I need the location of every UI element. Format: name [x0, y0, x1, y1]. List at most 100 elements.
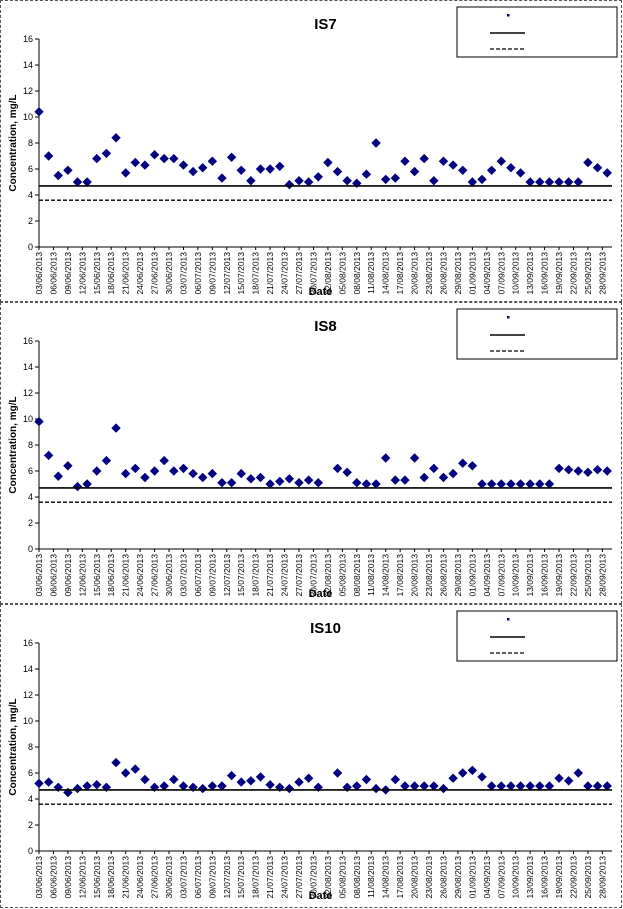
y-tick-label: 14	[23, 362, 33, 372]
x-tick-label: 23/08/2013	[424, 252, 434, 295]
data-point	[120, 468, 131, 479]
x-tick-label: 20/08/2013	[410, 554, 420, 597]
x-tick-label: 10/09/2013	[511, 554, 521, 597]
data-point	[458, 165, 468, 176]
x-tick-label: 24/07/2013	[280, 554, 290, 597]
legend-marker-swatch	[507, 316, 510, 319]
data-point	[429, 175, 439, 186]
x-tick-label: 27/07/2013	[294, 856, 304, 899]
x-tick-label: 21/07/2013	[265, 554, 275, 597]
data-point	[352, 781, 362, 791]
data-point	[371, 783, 381, 794]
data-point	[371, 138, 381, 148]
data-point	[82, 479, 92, 489]
y-tick-label: 4	[28, 492, 33, 502]
data-point	[477, 479, 487, 489]
x-tick-label: 27/07/2013	[294, 252, 304, 295]
x-tick-label: 03/06/2013	[34, 554, 44, 597]
data-point	[563, 464, 574, 475]
data-point	[342, 175, 352, 186]
data-point	[198, 162, 208, 173]
y-tick-label: 16	[23, 34, 33, 44]
y-tick-label: 8	[28, 742, 33, 752]
legend-box	[456, 308, 618, 360]
data-point	[255, 772, 266, 782]
x-tick-label: 20/08/2013	[410, 252, 420, 295]
x-tick-label: 27/06/2013	[150, 554, 160, 597]
y-tick-label: 16	[23, 336, 33, 346]
x-tick-label: 09/06/2013	[63, 856, 73, 899]
y-tick-label: 16	[23, 638, 33, 648]
data-point	[207, 156, 218, 166]
data-point	[140, 472, 150, 483]
x-tick-label: 03/06/2013	[34, 252, 44, 295]
data-point	[169, 466, 179, 476]
data-point	[255, 472, 266, 483]
data-point	[592, 781, 603, 791]
legend-marker-swatch	[507, 14, 510, 17]
data-point	[111, 133, 121, 143]
x-tick-label: 15/07/2013	[236, 856, 246, 899]
x-tick-label: 30/06/2013	[164, 252, 174, 295]
x-tick-label: 04/09/2013	[482, 554, 492, 597]
chart-panel-is7: IS7 Concentration, mg/L 0 2 4 6 8 10 12 14 16 03/06…	[0, 0, 622, 302]
data-point	[342, 467, 352, 478]
data-point	[169, 153, 179, 164]
data-point	[573, 466, 584, 476]
x-tick-label: 02/08/2013	[323, 252, 333, 295]
chart-is7: IS7 Concentration, mg/L 0 2 4 6 8 10 12 14 16 03/06…	[8, 6, 618, 298]
data-point	[130, 764, 141, 774]
data-point	[583, 157, 593, 168]
data-point	[563, 776, 574, 786]
data-point	[63, 461, 73, 471]
y-tick-label: 6	[28, 164, 33, 174]
data-point	[419, 781, 429, 791]
x-tick-label: 06/07/2013	[193, 856, 203, 899]
y-tick-label: 12	[23, 388, 33, 398]
data-point	[535, 781, 545, 791]
data-point	[188, 166, 198, 177]
data-point	[255, 164, 266, 174]
y-tick-label: 2	[28, 518, 33, 528]
y-tick-label: 4	[28, 794, 33, 804]
data-point	[583, 781, 593, 791]
x-tick-label: 25/09/2013	[583, 554, 593, 597]
data-point	[477, 772, 487, 782]
data-point	[101, 455, 112, 466]
x-tick-label: 12/07/2013	[222, 252, 232, 295]
x-tick-label: 04/09/2013	[482, 856, 492, 899]
x-tick-label: 10/09/2013	[511, 856, 521, 899]
y-axis-label: Concentration, mg/L	[8, 698, 19, 795]
data-point	[361, 774, 372, 785]
x-tick-label: 14/08/2013	[381, 554, 391, 597]
x-tick-label: 18/07/2013	[251, 856, 261, 899]
x-tick-label: 17/08/2013	[395, 856, 405, 899]
x-tick-label: 01/09/2013	[467, 856, 477, 899]
data-point	[409, 166, 420, 177]
x-tick-label: 18/07/2013	[251, 252, 261, 295]
data-point	[265, 479, 275, 489]
x-tick-label: 06/06/2013	[48, 252, 58, 295]
data-point	[554, 463, 564, 474]
x-tick-label: 12/07/2013	[222, 856, 232, 899]
data-point	[515, 781, 526, 791]
x-tick-label: 18/06/2013	[106, 856, 116, 899]
data-point	[53, 471, 63, 481]
x-tick-label: 06/07/2013	[193, 554, 203, 597]
data-point	[207, 468, 218, 479]
data-point	[535, 177, 545, 187]
x-tick-label: 16/09/2013	[540, 856, 550, 899]
data-point	[217, 781, 227, 791]
data-point	[486, 165, 497, 176]
x-tick-label: 03/07/2013	[178, 554, 188, 597]
data-point	[236, 468, 246, 479]
y-tick-label: 0	[28, 846, 33, 856]
x-tick-label: 02/08/2013	[323, 856, 333, 899]
data-point	[140, 160, 150, 170]
y-tick-label: 10	[23, 414, 33, 424]
x-tick-label: 18/07/2013	[251, 554, 261, 597]
data-point	[92, 779, 102, 790]
x-tick-label: 28/09/2013	[597, 554, 607, 597]
x-tick-label: 28/09/2013	[597, 856, 607, 899]
x-tick-label: 27/06/2013	[150, 856, 160, 899]
